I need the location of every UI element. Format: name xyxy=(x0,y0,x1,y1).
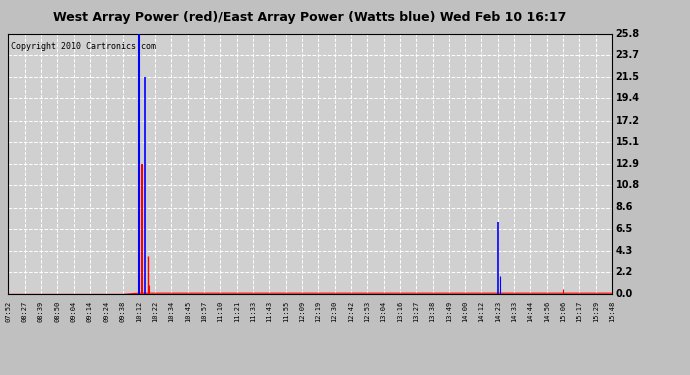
Text: 2.2: 2.2 xyxy=(615,267,633,277)
Text: 10.8: 10.8 xyxy=(615,180,640,190)
Text: West Array Power (red)/East Array Power (Watts blue) Wed Feb 10 16:17: West Array Power (red)/East Array Power … xyxy=(53,11,567,24)
Text: 19.4: 19.4 xyxy=(615,93,640,104)
Text: 23.7: 23.7 xyxy=(615,50,640,60)
Text: 17.2: 17.2 xyxy=(615,116,640,126)
Text: 4.3: 4.3 xyxy=(615,246,633,256)
Text: 8.6: 8.6 xyxy=(615,202,633,213)
Text: 6.5: 6.5 xyxy=(615,224,633,234)
Text: Copyright 2010 Cartronics.com: Copyright 2010 Cartronics.com xyxy=(11,42,157,51)
Text: 25.8: 25.8 xyxy=(615,29,640,39)
Text: 0.0: 0.0 xyxy=(615,290,633,299)
Text: 12.9: 12.9 xyxy=(615,159,640,169)
Text: 21.5: 21.5 xyxy=(615,72,640,82)
Text: 15.1: 15.1 xyxy=(615,137,640,147)
